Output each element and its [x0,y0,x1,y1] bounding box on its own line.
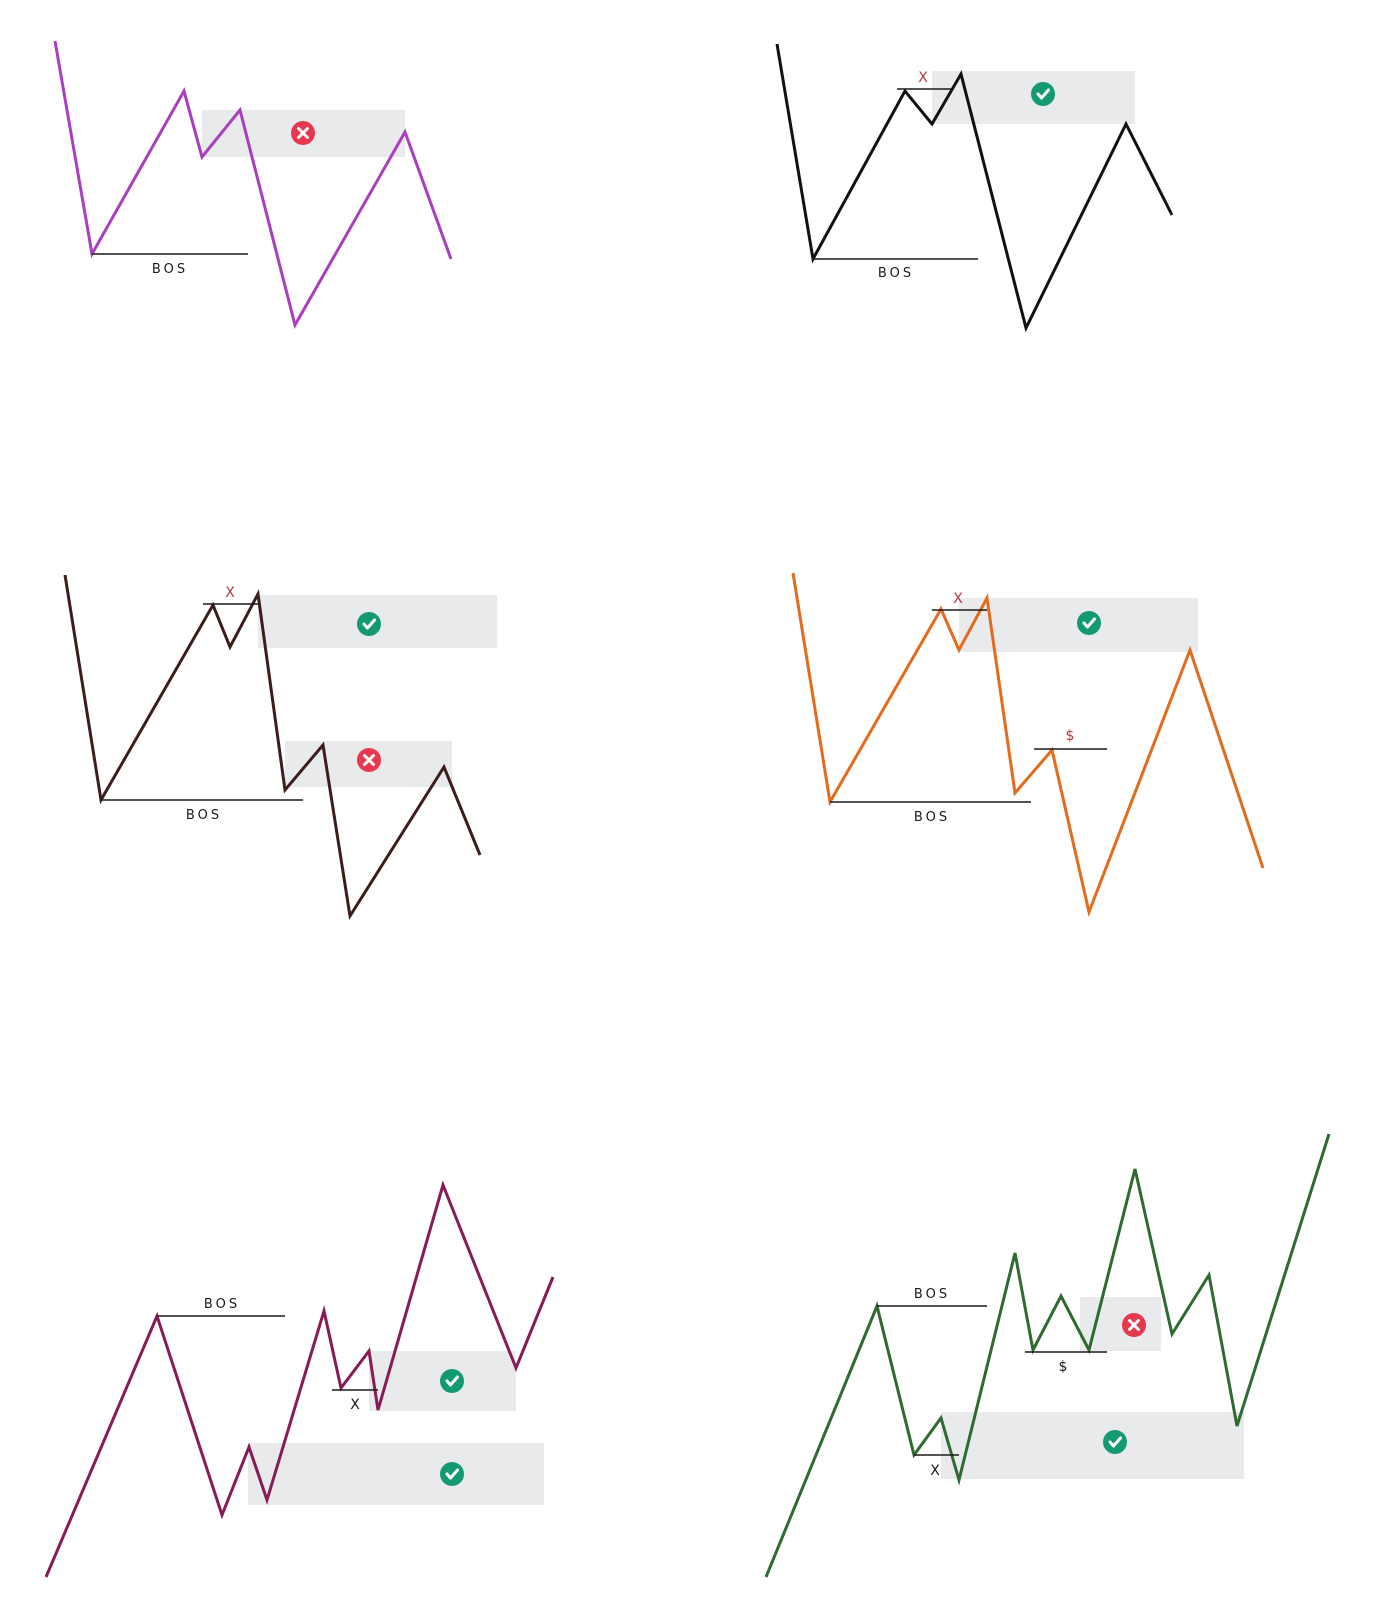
price-path [791,572,1265,918]
check-circle-icon [1103,1430,1127,1454]
x-circle-icon [1122,1313,1146,1337]
x-circle-icon [357,748,381,772]
check-circle-icon [1077,611,1101,635]
check-circle-icon [1031,82,1055,106]
price-path [764,1133,1331,1578]
supply-zone-small [1080,1297,1161,1351]
diagram-dark-brown: BOS X [63,574,497,921]
price-path [775,43,1174,333]
check-circle-icon [440,1462,464,1486]
price-path [53,40,453,329]
diagram-orange: BOS X $ [791,572,1265,918]
bos-label: BOS [914,1287,950,1302]
demand-zone-lower [248,1443,544,1505]
price-path [44,1180,555,1578]
price-path [63,574,482,921]
x-marker: X [918,70,928,86]
bos-label: BOS [186,808,222,823]
diagram-black: BOS X [775,43,1174,333]
dollar-marker: $ [1066,728,1075,744]
x-marker: X [350,1397,360,1413]
bos-label: BOS [152,262,188,277]
x-marker: X [930,1463,940,1479]
bos-label: BOS [204,1297,240,1312]
bos-label: BOS [914,810,950,825]
dollar-marker: $ [1059,1359,1068,1375]
diagram-maroon: BOS X [44,1180,555,1578]
x-marker: X [225,585,235,601]
x-circle-icon [291,121,315,145]
diagram-purple: BOS [53,40,453,329]
check-circle-icon [440,1369,464,1393]
bos-label: BOS [878,266,914,281]
diagram-green: BOS X $ [764,1133,1331,1578]
x-marker: X [953,591,963,607]
check-circle-icon [357,612,381,636]
demand-zone-large [941,1412,1244,1479]
